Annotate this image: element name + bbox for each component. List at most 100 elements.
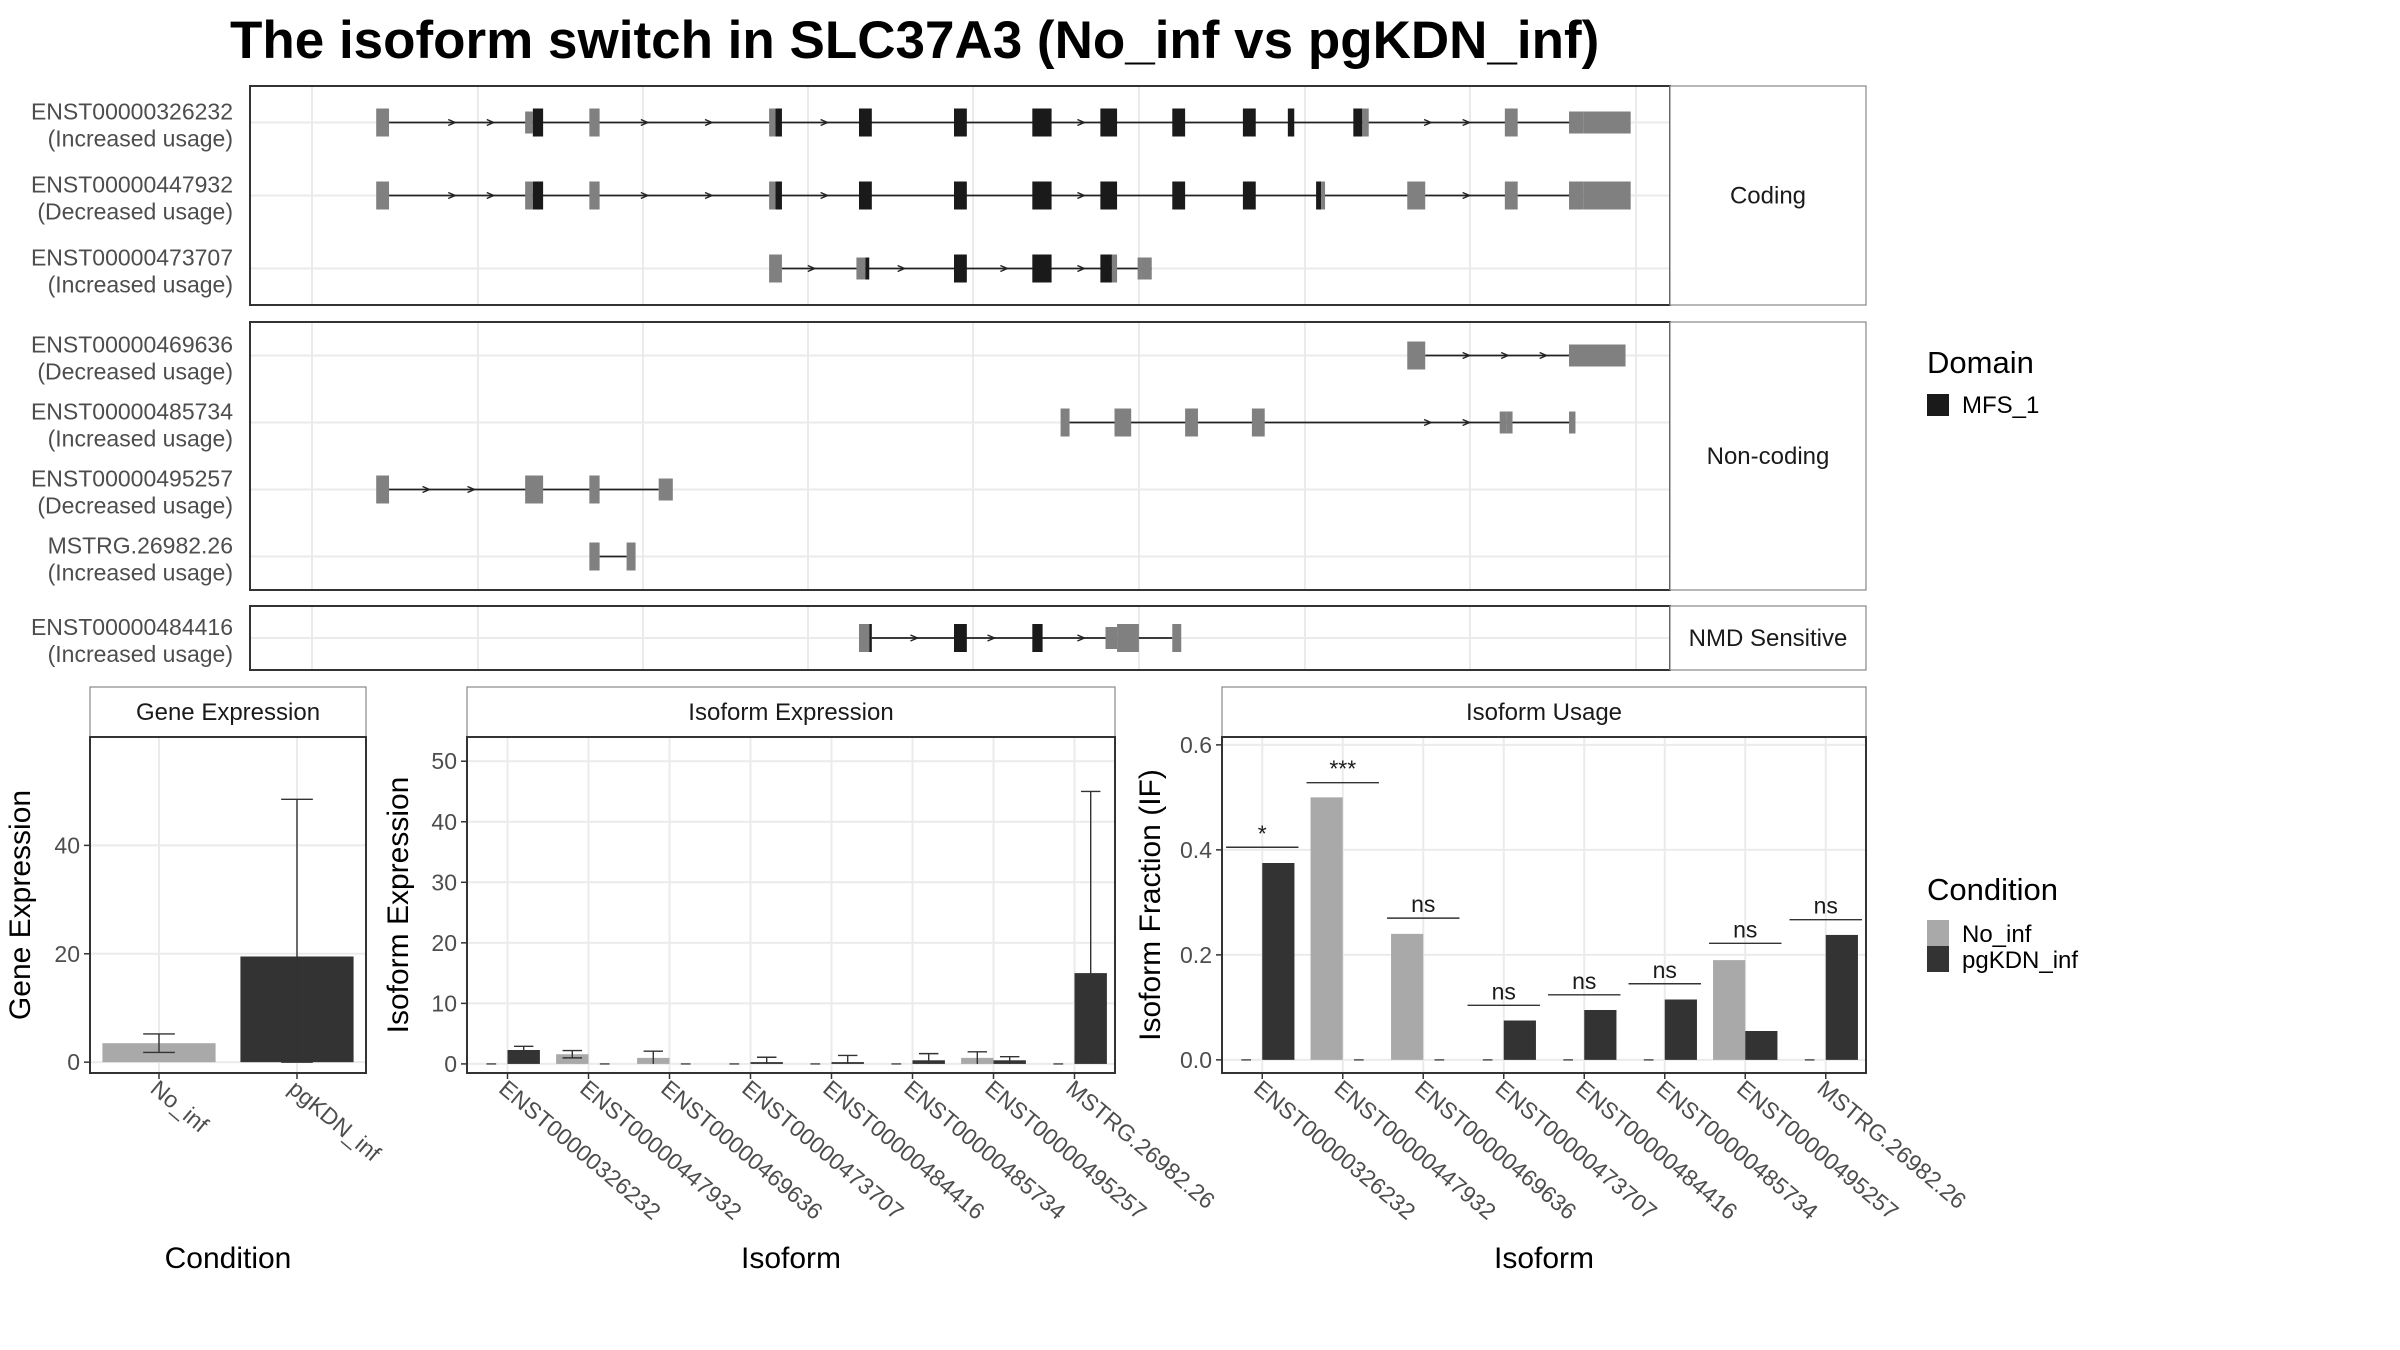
chart-strip <box>89 686 367 738</box>
exon <box>376 108 390 137</box>
intron-direction-arrow <box>1462 418 1472 427</box>
bar-pgkdn-inf <box>1262 863 1295 1060</box>
isoform-name-label: ENST00000484416 <box>31 614 233 640</box>
intron-direction-arrow <box>1462 351 1472 360</box>
exon <box>1117 624 1139 652</box>
x-axis-title: Isoform <box>1494 1242 1594 1275</box>
isoform-usage-label: (Increased usage) <box>48 126 233 152</box>
exon <box>376 181 390 210</box>
y-tick-label: 20 <box>431 930 457 956</box>
intron-direction-arrow <box>422 485 432 494</box>
chart-panel-border <box>466 736 1116 1074</box>
exon <box>1141 257 1152 280</box>
chart-title: Isoform Usage <box>1466 699 1622 726</box>
exon <box>856 257 866 280</box>
bar-no-inf <box>556 1054 589 1064</box>
intron-direction-arrow <box>640 191 650 200</box>
exon-mfs1-domain <box>1242 181 1256 210</box>
domain-legend-label-mfs1: MFS_1 <box>1962 392 2039 419</box>
exon-mfs1-domain <box>1032 181 1052 210</box>
intron-direction-arrow <box>467 485 477 494</box>
isoform-usage-label: (Increased usage) <box>48 641 233 667</box>
exon <box>626 542 636 571</box>
bar-pgkdn-inf <box>1745 1031 1778 1060</box>
exon-mfs1-domain <box>954 108 967 137</box>
y-tick-label: 50 <box>431 748 457 774</box>
chart-title: Isoform Expression <box>688 699 893 726</box>
intron-direction-arrow <box>704 118 714 127</box>
chart-panel-border <box>1221 736 1867 1074</box>
figure-title: The isoform switch in SLC37A3 (No_inf vs… <box>230 11 1599 70</box>
y-axis-title: Gene Expression <box>4 790 37 1020</box>
exon <box>769 254 782 283</box>
structure-strip <box>1669 85 1867 306</box>
isoform-name-label: MSTRG.26982.26 <box>48 533 233 559</box>
exon-mfs1-domain <box>858 181 872 210</box>
chart-strip <box>1221 686 1867 738</box>
condition-legend-title: Condition <box>1927 872 2058 907</box>
significance-label: ns <box>1492 978 1516 1004</box>
significance-label: ns <box>1814 893 1838 919</box>
y-tick-label: 0 <box>444 1051 457 1077</box>
exon-mfs1-domain <box>1100 181 1118 210</box>
exon-mfs1-domain <box>869 624 872 652</box>
condition-legend-key-pgkdn-inf <box>1927 946 1949 972</box>
exon <box>1114 408 1132 437</box>
intron-direction-arrow <box>1077 264 1087 273</box>
domain-legend-title: Domain <box>1927 345 2034 380</box>
x-axis-title: Isoform <box>741 1242 841 1275</box>
structure-strip <box>1669 605 1867 671</box>
chart-title: Gene Expression <box>136 699 320 726</box>
intron-direction-arrow <box>820 191 830 200</box>
exon <box>1504 181 1518 210</box>
intron-direction-arrow <box>640 118 650 127</box>
x-tick-label: MSTRG.26982.26 <box>1813 1075 1972 1214</box>
exon <box>1105 627 1118 649</box>
domain-legend-key-mfs1 <box>1927 394 1949 416</box>
exon-mfs1-domain <box>1353 108 1363 137</box>
bar-pgkdn-inf <box>1584 1010 1617 1060</box>
y-tick-label: 10 <box>431 990 457 1016</box>
condition-legend-label-no-inf: No_inf <box>1962 921 2032 948</box>
y-tick-label: 20 <box>54 941 80 967</box>
intron-direction-arrow <box>1500 351 1510 360</box>
exon <box>1362 108 1369 137</box>
isoform-usage-label: (Increased usage) <box>48 426 233 452</box>
exon <box>858 624 870 652</box>
exon <box>1583 111 1631 134</box>
intron-direction-arrow <box>910 634 920 642</box>
intron-direction-arrow <box>1077 118 1087 127</box>
isoform-usage-label: (Increased usage) <box>48 272 233 298</box>
significance-label: ns <box>1572 968 1596 994</box>
y-tick-label: 30 <box>431 869 457 895</box>
exon-mfs1-domain <box>1242 108 1256 137</box>
exon-mfs1-domain <box>775 108 782 137</box>
x-axis-title: Condition <box>165 1242 292 1275</box>
exon <box>769 108 776 137</box>
structure-group-1: ENST00000469636(Decreased usage)ENST0000… <box>31 321 1867 591</box>
exon-mfs1-domain <box>1032 254 1052 283</box>
structure-group-0: ENST00000326232(Increased usage)ENST0000… <box>31 85 1867 306</box>
exon <box>1569 111 1584 134</box>
exon-mfs1-domain <box>775 181 782 210</box>
exon-mfs1-domain <box>1032 624 1043 652</box>
exon <box>1569 181 1584 210</box>
significance-label: * <box>1258 820 1267 846</box>
chart-0: Gene Expression 0 20 40 No_inf pgKDN_inf Condi… <box>4 686 386 1275</box>
exon <box>1569 411 1576 434</box>
exon <box>589 181 600 210</box>
exon <box>1506 411 1513 434</box>
exon-mfs1-domain <box>954 624 967 652</box>
isoform-usage-label: (Increased usage) <box>48 560 233 586</box>
exon <box>525 475 544 504</box>
intron-direction-arrow <box>486 191 496 200</box>
y-tick-label: 0.6 <box>1180 732 1212 758</box>
y-tick-label: 0.2 <box>1180 942 1212 968</box>
exon <box>1321 181 1326 210</box>
intron-direction-arrow <box>1077 634 1087 642</box>
chart-strip <box>466 686 1116 738</box>
exon <box>1060 408 1070 437</box>
exon-mfs1-domain <box>1100 108 1118 137</box>
structure-strip-label: Coding <box>1730 183 1806 210</box>
